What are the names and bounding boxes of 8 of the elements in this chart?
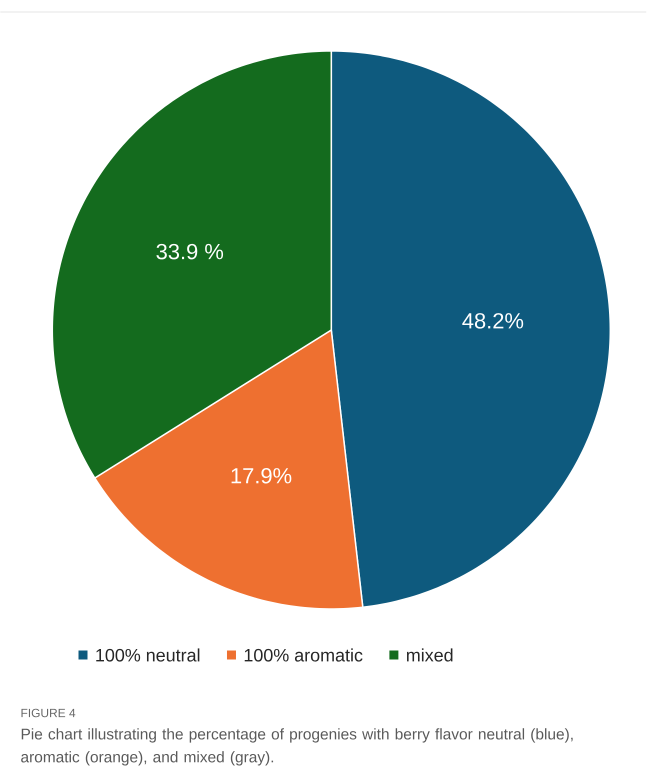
legend-label: mixed bbox=[407, 648, 453, 662]
caption: FIGURE 4 bbox=[22, 708, 76, 718]
data-label: 48.2% bbox=[462, 313, 524, 329]
text: Pie chart illustrating the percentage of progenies with berry flavor neutral (blue), aromatic (orange), and mixed (gray). bbox=[21, 728, 573, 766]
data-label: 17.9% bbox=[232, 468, 292, 484]
legend-label: 100% aromatic bbox=[244, 648, 363, 662]
legend-label: 100% neutral bbox=[96, 648, 200, 662]
data-label: 33.9 % bbox=[156, 244, 224, 260]
